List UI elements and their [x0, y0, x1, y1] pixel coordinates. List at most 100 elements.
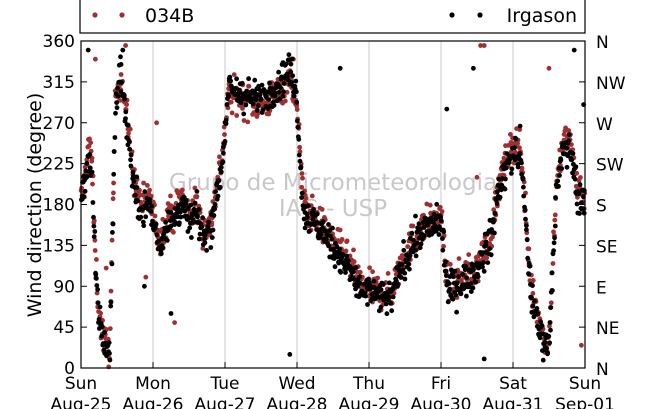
- x-tick-day: Sun: [65, 374, 97, 394]
- data-point: [542, 340, 548, 345]
- data-point: [371, 285, 377, 290]
- data-point: [91, 223, 97, 229]
- data-point: [245, 119, 251, 125]
- y-tick-label: 270: [43, 114, 75, 134]
- data-point: [123, 109, 129, 115]
- data-point: [195, 213, 200, 219]
- data-point: [421, 225, 427, 230]
- data-point: [218, 169, 224, 175]
- data-point: [523, 216, 528, 222]
- data-point: [299, 190, 305, 196]
- data-point: [378, 287, 384, 292]
- y-tick-label: 135: [43, 236, 75, 256]
- data-point: [564, 145, 570, 151]
- data-point: [492, 210, 498, 216]
- data-point: [307, 228, 312, 234]
- data-point: [416, 221, 422, 227]
- data-point: [513, 136, 519, 142]
- data-point: [118, 72, 124, 77]
- data-point: [487, 246, 492, 252]
- data-point: [550, 288, 555, 293]
- legend-frame: [79, 0, 586, 34]
- data-point: [90, 181, 95, 187]
- data-point: [122, 96, 127, 102]
- data-point: [194, 189, 200, 194]
- data-point: [443, 273, 449, 279]
- data-point: [318, 231, 324, 237]
- data-point: [163, 219, 169, 225]
- watermark-line-2: IAG - USP: [279, 196, 387, 222]
- data-point: [580, 206, 586, 212]
- data-point: [517, 127, 523, 132]
- data-point: [217, 154, 222, 160]
- data-point: [172, 219, 178, 225]
- legend-label: 034B: [145, 5, 194, 27]
- data-point: [495, 189, 500, 195]
- data-point: [410, 223, 416, 229]
- data-point: [552, 212, 558, 218]
- data-point: [458, 291, 464, 297]
- data-point: [546, 65, 552, 71]
- data-point: [228, 78, 234, 84]
- data-point: [526, 246, 532, 252]
- data-point: [127, 126, 133, 132]
- x-tick-date: Aug-31: [483, 395, 544, 409]
- data-point: [324, 236, 329, 242]
- data-point: [564, 164, 570, 170]
- data-point: [441, 229, 447, 235]
- data-point: [276, 69, 281, 75]
- data-point: [107, 357, 113, 363]
- data-point: [454, 309, 459, 315]
- compass-label: E: [596, 278, 607, 298]
- data-point: [450, 296, 456, 302]
- data-point: [330, 225, 335, 231]
- data-point: [578, 175, 583, 180]
- data-point: [112, 135, 118, 140]
- data-point: [389, 308, 395, 314]
- data-point: [547, 340, 552, 346]
- data-point: [552, 217, 558, 223]
- data-point: [266, 97, 272, 102]
- data-point: [521, 184, 526, 190]
- data-point: [468, 281, 474, 286]
- data-point: [526, 271, 532, 277]
- data-point: [421, 233, 427, 239]
- data-point: [125, 122, 131, 128]
- data-point: [344, 253, 350, 259]
- data-point: [134, 185, 140, 190]
- data-point: [413, 213, 418, 219]
- data-point: [491, 207, 497, 213]
- data-point: [509, 171, 514, 176]
- data-point: [222, 132, 227, 137]
- data-point: [216, 178, 222, 183]
- data-point: [440, 236, 445, 242]
- data-point: [210, 227, 216, 233]
- data-point: [440, 247, 446, 253]
- data-point: [386, 294, 392, 300]
- data-point: [559, 166, 565, 172]
- data-point: [267, 80, 272, 86]
- compass-label: N: [596, 33, 609, 53]
- y-tick-label: 90: [53, 277, 75, 297]
- data-point: [503, 176, 508, 182]
- data-point: [335, 254, 340, 260]
- data-point: [407, 266, 412, 272]
- data-point: [96, 316, 102, 322]
- data-point: [447, 286, 453, 292]
- data-point: [152, 213, 158, 219]
- data-point: [147, 197, 153, 202]
- data-point: [102, 330, 107, 335]
- data-point: [462, 267, 468, 273]
- data-point: [470, 285, 476, 291]
- data-point: [464, 275, 469, 281]
- data-point: [319, 207, 325, 212]
- data-point: [367, 265, 372, 271]
- data-point: [202, 240, 208, 246]
- data-point: [413, 253, 419, 259]
- data-point: [249, 96, 255, 102]
- data-point: [103, 265, 109, 271]
- data-point: [258, 96, 264, 102]
- data-point: [490, 234, 495, 240]
- data-point: [168, 193, 173, 199]
